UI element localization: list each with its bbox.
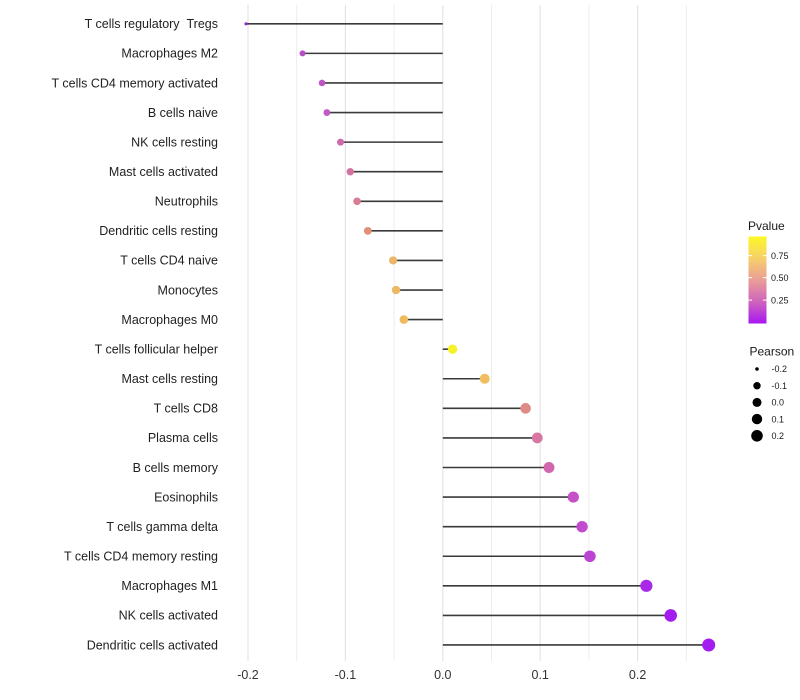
pvalue-tick-label: 0.50 bbox=[771, 273, 789, 283]
category-label: T cells CD4 naive bbox=[120, 254, 218, 268]
data-point bbox=[244, 22, 248, 26]
data-point bbox=[337, 138, 345, 146]
category-label: Dendritic cells activated bbox=[87, 638, 218, 652]
x-tick-label: 0.0 bbox=[434, 668, 451, 682]
data-point bbox=[576, 520, 588, 533]
x-tick-label: 0.1 bbox=[532, 668, 549, 682]
pvalue-tick-label: 0.25 bbox=[771, 295, 789, 305]
pvalue-colorbar bbox=[748, 236, 767, 324]
data-point bbox=[640, 579, 653, 592]
category-label: Eosinophils bbox=[154, 490, 218, 504]
data-point bbox=[299, 50, 306, 57]
pearson-legend-title: Pearson bbox=[750, 345, 795, 359]
data-point bbox=[531, 432, 543, 444]
category-label: B cells memory bbox=[133, 461, 219, 475]
pearson-legend-label: 0.2 bbox=[772, 431, 785, 441]
pearson-legend-dot bbox=[752, 397, 762, 407]
data-point bbox=[479, 373, 490, 384]
category-label: T cells follicular helper bbox=[95, 342, 218, 356]
data-point bbox=[353, 197, 361, 206]
pvalue-tick-label: 0.75 bbox=[771, 251, 789, 261]
category-label: Mast cells resting bbox=[121, 372, 218, 386]
category-label: Mast cells activated bbox=[109, 165, 218, 179]
pearson-legend-dot bbox=[751, 430, 763, 442]
category-label: T cells gamma delta bbox=[106, 520, 218, 534]
x-tick-label: -0.2 bbox=[237, 668, 259, 682]
x-tick-label: 0.2 bbox=[629, 668, 646, 682]
pearson-legend-label: -0.1 bbox=[772, 381, 788, 391]
pvalue-legend-title: Pvalue bbox=[748, 219, 785, 233]
category-label: NK cells resting bbox=[131, 135, 218, 149]
data-point bbox=[318, 79, 326, 87]
category-label: Macrophages M2 bbox=[121, 47, 218, 61]
data-point bbox=[323, 109, 331, 116]
category-label: T cells CD4 memory resting bbox=[64, 550, 218, 564]
pearson-legend-dot bbox=[753, 382, 761, 390]
data-point bbox=[346, 168, 354, 176]
category-label: Macrophages M0 bbox=[121, 313, 218, 327]
x-tick-label: -0.1 bbox=[335, 668, 357, 682]
data-point bbox=[664, 609, 678, 622]
category-label: NK cells activated bbox=[119, 609, 218, 623]
pearson-legend-label: 0.1 bbox=[772, 414, 785, 424]
data-point bbox=[389, 256, 398, 265]
category-label: Monocytes bbox=[158, 283, 218, 297]
data-point bbox=[447, 344, 458, 354]
pearson-legend-dot bbox=[751, 413, 763, 425]
data-point bbox=[363, 226, 372, 235]
data-point bbox=[391, 285, 401, 295]
category-label: T cells CD8 bbox=[154, 402, 218, 416]
pearson-legend-label: 0.0 bbox=[772, 398, 785, 408]
pearson-legend-dot bbox=[755, 367, 759, 371]
data-point bbox=[567, 491, 579, 503]
category-label: Macrophages M1 bbox=[121, 579, 218, 593]
category-label: B cells naive bbox=[148, 106, 218, 120]
category-label: Dendritic cells resting bbox=[99, 224, 218, 238]
pearson-legend-label: -0.2 bbox=[772, 364, 788, 374]
data-point bbox=[399, 315, 409, 324]
data-point bbox=[702, 638, 716, 652]
category-label: T cells regulatory Tregs bbox=[85, 17, 218, 31]
data-point bbox=[543, 462, 555, 473]
category-label: T cells CD4 memory activated bbox=[52, 76, 219, 90]
data-point bbox=[584, 550, 596, 563]
data-point bbox=[520, 403, 531, 414]
category-label: Neutrophils bbox=[155, 195, 218, 209]
category-label: Plasma cells bbox=[148, 431, 218, 445]
